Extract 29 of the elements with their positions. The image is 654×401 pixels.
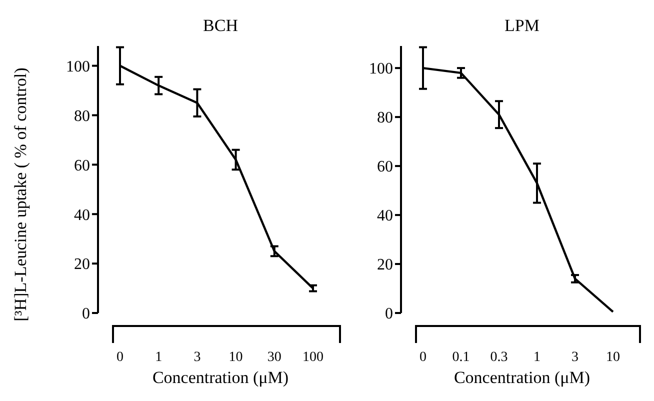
x-tick-label: 10: [228, 350, 243, 365]
y-tick-label: 40: [377, 208, 393, 225]
y-tick-label: 80: [377, 110, 393, 127]
y-tick-label: 60: [377, 158, 393, 176]
y-tick-label: 60: [74, 157, 90, 174]
x-tick-label: 0.1: [452, 350, 470, 365]
x-tick-label: 30: [267, 350, 282, 365]
x-tick-label: 0.3: [490, 350, 508, 365]
x-axis-title: Concentration (μM): [454, 368, 590, 387]
chart-title: BCH: [202, 16, 239, 36]
x-tick-label: 1: [534, 350, 540, 365]
x-tick-label: 3: [572, 350, 578, 365]
x-tick-label: 1: [155, 350, 162, 365]
y-tick-label: 40: [74, 206, 90, 224]
y-tick-label: 20: [74, 256, 90, 274]
x-tick-label: 3: [194, 350, 201, 365]
x-axis-title: Concentration (μM): [152, 368, 289, 387]
y-axis-title: [³H]L-Leucine uptake ( % of control): [10, 68, 30, 322]
x-tick-label: 0: [116, 350, 124, 365]
y-tick-label: 0: [82, 306, 90, 323]
chart-title: LPM: [504, 16, 540, 36]
y-tick-label: 80: [74, 108, 90, 125]
x-tick-label: 100: [302, 350, 324, 365]
x-tick-label: 10: [606, 350, 620, 365]
y-tick-label: 100: [66, 58, 90, 76]
y-tick-label: 20: [377, 256, 393, 274]
x-tick-label: 0: [420, 350, 426, 365]
y-tick-label: 100: [369, 60, 393, 78]
y-tick-label: 0: [385, 306, 393, 323]
